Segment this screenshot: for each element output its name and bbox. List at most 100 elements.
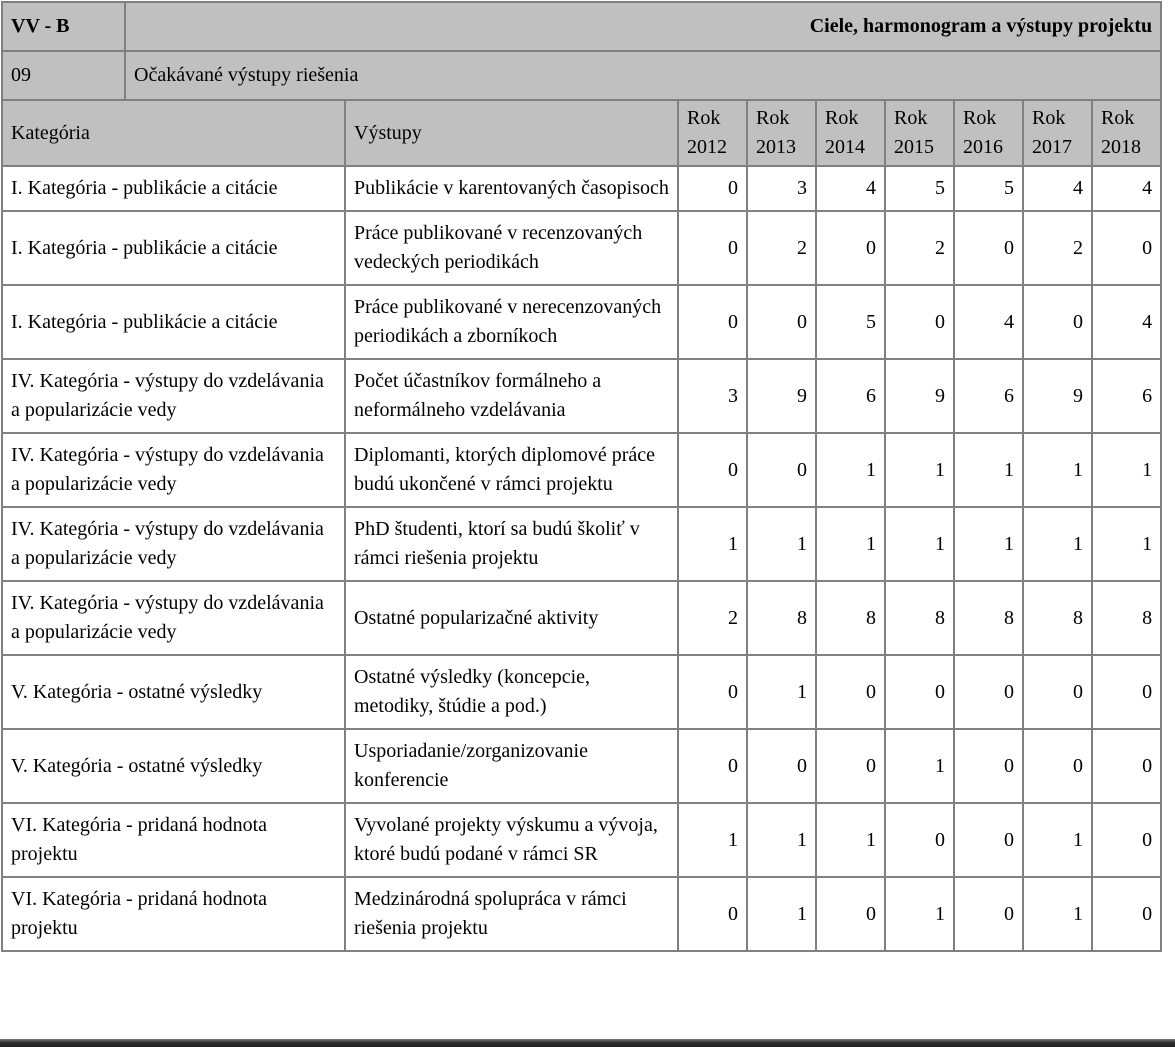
value-cell: 9 (884, 358, 955, 434)
table-row: VI. Kategória - pridaná hodnota projektu… (1, 876, 1163, 952)
value-cell: 0 (1090, 876, 1163, 952)
value-cell: 0 (677, 876, 748, 952)
category-cell: V. Kategória - ostatné výsledky (1, 728, 346, 804)
value-cell: 0 (746, 432, 817, 508)
value-cell: 8 (1022, 580, 1093, 656)
value-cell: 0 (884, 802, 955, 878)
table-row: I. Kategória - publikácie a citácie Práce… (1, 284, 1163, 360)
subsection-title-row: 09 Očakávané výstupy riešenia (1, 50, 1163, 101)
value-cell: 2 (1022, 210, 1093, 286)
output-cell: Ostatné popularizačné aktivity (344, 580, 679, 656)
value-cell: 4 (815, 165, 886, 212)
year-column-header: Rok 2017 (1022, 99, 1093, 167)
table-row: VI. Kategória - pridaná hodnota projektu… (1, 802, 1163, 878)
value-cell: 6 (953, 358, 1024, 434)
value-cell: 0 (884, 654, 955, 730)
value-cell: 0 (815, 654, 886, 730)
value-cell: 0 (1022, 284, 1093, 360)
category-cell: IV. Kategória - výstupy do vzdelávania a… (1, 358, 346, 434)
value-cell: 9 (746, 358, 817, 434)
value-cell: 0 (815, 728, 886, 804)
value-cell: 2 (746, 210, 817, 286)
value-cell: 0 (815, 210, 886, 286)
section-code: VV - B (1, 1, 126, 52)
value-cell: 8 (884, 580, 955, 656)
value-cell: 8 (815, 580, 886, 656)
value-cell: 2 (884, 210, 955, 286)
table-row: IV. Kategória - výstupy do vzdelávania a… (1, 506, 1163, 582)
section-title-row: VV - B Ciele, harmonogram a výstupy proj… (1, 1, 1163, 52)
subsection-title: Očakávané výstupy riešenia (123, 50, 1163, 101)
value-cell: 0 (1022, 654, 1093, 730)
table-row: IV. Kategória - výstupy do vzdelávania a… (1, 580, 1163, 656)
category-cell: IV. Kategória - výstupy do vzdelávania a… (1, 506, 346, 582)
value-cell: 0 (953, 802, 1024, 878)
output-cell: PhD študenti, ktorí sa budú školiť v rám… (344, 506, 679, 582)
value-cell: 4 (1090, 165, 1163, 212)
output-cell: Počet účastníkov formálneho a neformálne… (344, 358, 679, 434)
output-cell: Ostatné výsledky (koncepcie, metodiky, š… (344, 654, 679, 730)
value-cell: 0 (953, 654, 1024, 730)
value-cell: 4 (953, 284, 1024, 360)
output-cell: Publikácie v karentovaných časopisoch (344, 165, 679, 212)
value-cell: 1 (953, 432, 1024, 508)
table-row: IV. Kategória - výstupy do vzdelávania a… (1, 432, 1163, 508)
value-cell: 1 (815, 506, 886, 582)
value-cell: 0 (953, 876, 1024, 952)
value-cell: 0 (1090, 728, 1163, 804)
value-cell: 1 (884, 506, 955, 582)
value-cell: 1 (746, 654, 817, 730)
value-cell: 0 (815, 876, 886, 952)
value-cell: 0 (953, 728, 1024, 804)
value-cell: 0 (677, 165, 748, 212)
value-cell: 4 (1022, 165, 1093, 212)
value-cell: 1 (677, 506, 748, 582)
table-row: V. Kategória - ostatné výsledky Ostatné v… (1, 654, 1163, 730)
subsection-code: 09 (1, 50, 126, 101)
viewport-bottom-edge (0, 1039, 1175, 1047)
value-cell: 1 (953, 506, 1024, 582)
value-cell: 0 (953, 210, 1024, 286)
output-cell: Práce publikované v nerecenzovaných peri… (344, 284, 679, 360)
value-cell: 8 (1090, 580, 1163, 656)
value-cell: 0 (677, 210, 748, 286)
value-cell: 1 (815, 432, 886, 508)
value-cell: 1 (1090, 432, 1163, 508)
year-column-header: Rok 2014 (815, 99, 886, 167)
category-cell: VI. Kategória - pridaná hodnota projektu (1, 876, 346, 952)
category-cell: IV. Kategória - výstupy do vzdelávania a… (1, 580, 346, 656)
table-header: VV - B Ciele, harmonogram a výstupy proj… (1, 1, 1163, 167)
value-cell: 4 (1090, 284, 1163, 360)
category-cell: I. Kategória - publikácie a citácie (1, 210, 346, 286)
value-cell: 5 (815, 284, 886, 360)
value-cell: 8 (953, 580, 1024, 656)
value-cell: 1 (884, 728, 955, 804)
column-header-row: Kategória Výstupy Rok 2012 Rok 2013 Rok 20… (1, 99, 1163, 167)
year-column-header: Rok 2015 (884, 99, 955, 167)
value-cell: 0 (677, 432, 748, 508)
category-cell: I. Kategória - publikácie a citácie (1, 284, 346, 360)
category-cell: IV. Kategória - výstupy do vzdelávania a… (1, 432, 346, 508)
category-cell: I. Kategória - publikácie a citácie (1, 165, 346, 212)
value-cell: 1 (1022, 802, 1093, 878)
value-cell: 0 (1090, 210, 1163, 286)
table-row: IV. Kategória - výstupy do vzdelávania a… (1, 358, 1163, 434)
value-cell: 0 (884, 284, 955, 360)
year-column-header: Rok 2013 (746, 99, 817, 167)
value-cell: 1 (1090, 506, 1163, 582)
value-cell: 6 (815, 358, 886, 434)
table-row: V. Kategória - ostatné výsledky Usporiada… (1, 728, 1163, 804)
category-cell: V. Kategória - ostatné výsledky (1, 654, 346, 730)
value-cell: 0 (1090, 802, 1163, 878)
output-cell: Medzinárodná spolupráca v rámci riešenia… (344, 876, 679, 952)
output-cell: Práce publikované v recenzovaných vedeck… (344, 210, 679, 286)
value-cell: 0 (1022, 728, 1093, 804)
table-row: I. Kategória - publikácie a citácie Práce… (1, 210, 1163, 286)
output-cell: Vyvolané projekty výskumu a vývoja, ktor… (344, 802, 679, 878)
value-cell: 0 (677, 284, 748, 360)
year-column-header: Rok 2018 (1090, 99, 1163, 167)
value-cell: 1 (884, 876, 955, 952)
value-cell: 0 (1090, 654, 1163, 730)
value-cell: 1 (1022, 432, 1093, 508)
value-cell: 1 (746, 876, 817, 952)
